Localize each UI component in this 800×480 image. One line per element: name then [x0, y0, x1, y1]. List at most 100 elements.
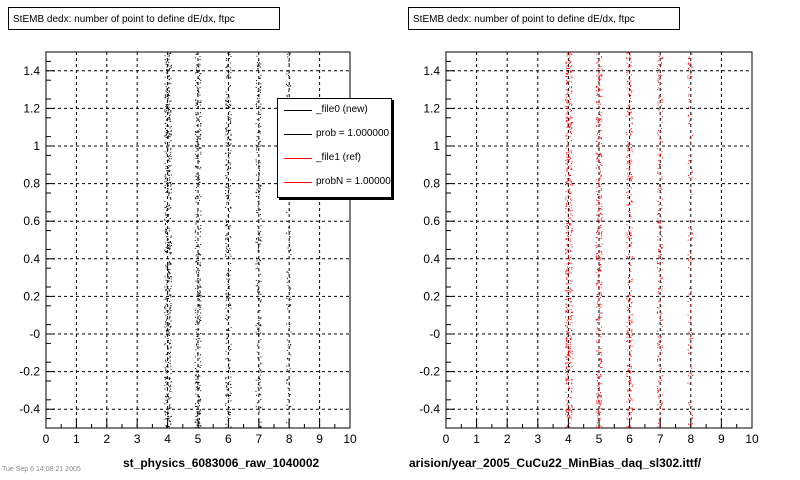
data-point [199, 236, 201, 238]
data-point [596, 282, 598, 284]
data-point [565, 367, 567, 369]
data-point [567, 143, 569, 145]
data-point [200, 134, 202, 136]
data-point [598, 171, 600, 173]
data-point [629, 340, 631, 342]
data-point [196, 147, 198, 149]
data-point [630, 174, 632, 176]
data-point [165, 143, 167, 144]
data-point [598, 400, 599, 402]
data-point [168, 158, 170, 160]
data-point [627, 330, 629, 332]
data-point [227, 272, 229, 274]
data-point [569, 260, 571, 261]
data-point [627, 426, 629, 427]
data-point [627, 369, 629, 371]
data-point [260, 356, 262, 358]
data-point [569, 422, 571, 424]
data-point [170, 276, 172, 278]
data-point [168, 58, 170, 60]
data-point [170, 368, 172, 370]
data-point [598, 319, 600, 321]
data-point [629, 320, 631, 322]
data-point [227, 65, 229, 67]
data-point [196, 216, 198, 218]
data-point [228, 209, 229, 211]
data-point [169, 100, 171, 102]
data-point [565, 208, 567, 210]
data-point [595, 152, 597, 154]
data-point [629, 244, 631, 246]
data-point [600, 196, 602, 198]
data-point [197, 290, 198, 292]
data-point [228, 271, 230, 273]
data-point [260, 421, 262, 423]
data-point [168, 280, 170, 282]
data-point [168, 377, 170, 379]
data-point [566, 298, 568, 300]
data-point [164, 249, 166, 251]
data-point [165, 174, 167, 176]
data-point [168, 95, 170, 97]
data-point [259, 381, 261, 383]
data-point [657, 392, 659, 394]
data-point [689, 189, 691, 191]
data-point [598, 60, 599, 62]
data-point [196, 166, 198, 168]
data-point [597, 415, 599, 417]
data-point [661, 257, 663, 259]
data-point [659, 164, 661, 165]
data-point [170, 174, 172, 176]
y-tick-label: 0.2 [423, 289, 440, 303]
data-point [567, 397, 569, 399]
data-point [627, 419, 629, 421]
data-point [631, 256, 633, 258]
data-point [657, 358, 658, 360]
data-point [626, 255, 628, 257]
data-point [661, 111, 663, 113]
data-point [566, 138, 568, 140]
data-point [225, 59, 227, 61]
data-point [626, 179, 628, 181]
data-point [259, 166, 261, 168]
data-point [626, 132, 628, 134]
data-point [289, 296, 291, 298]
data-point [166, 75, 168, 77]
data-point [626, 72, 628, 73]
data-point [628, 88, 630, 90]
data-point [167, 104, 168, 106]
data-point [166, 209, 168, 211]
data-point [571, 406, 573, 408]
data-point [568, 123, 570, 125]
data-point [227, 193, 229, 195]
data-point [199, 278, 201, 280]
data-point [168, 125, 170, 127]
data-point [629, 213, 631, 215]
data-point [170, 133, 172, 135]
data-point [170, 100, 172, 102]
data-point [566, 72, 568, 74]
data-point [166, 129, 168, 131]
data-point [169, 75, 170, 77]
data-point [197, 157, 199, 159]
data-point [661, 352, 663, 354]
data-point [290, 248, 292, 250]
data-point [168, 118, 170, 120]
data-point [227, 412, 229, 414]
data-point [164, 94, 166, 96]
data-point [630, 371, 632, 373]
data-point [164, 110, 166, 112]
data-point [571, 404, 572, 406]
data-point [166, 251, 168, 253]
data-point [170, 288, 172, 290]
data-point [565, 175, 567, 177]
data-point [165, 247, 167, 248]
data-point [198, 399, 200, 401]
data-point [627, 187, 629, 189]
data-point [629, 258, 631, 260]
data-point [168, 193, 170, 195]
data-point [229, 85, 231, 87]
y-tick-label: -0.4 [419, 402, 440, 416]
data-point [226, 333, 228, 335]
data-point [200, 102, 202, 103]
